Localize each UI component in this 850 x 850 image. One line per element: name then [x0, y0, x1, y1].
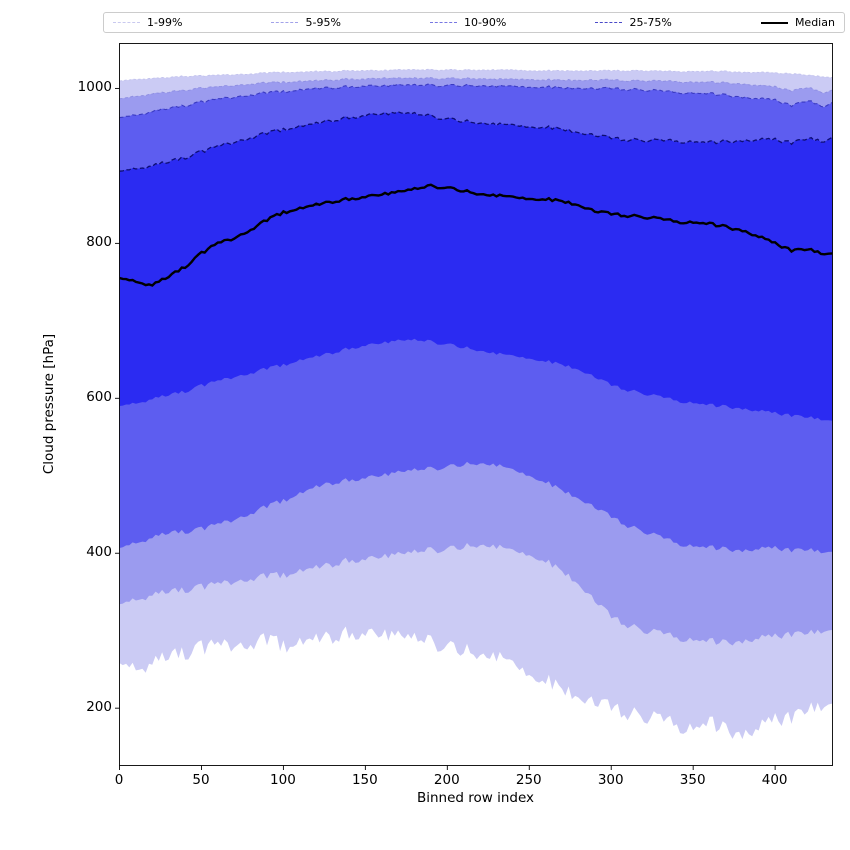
dashed-line-icon — [113, 22, 140, 23]
x-tick-label: 300 — [597, 772, 624, 788]
legend-label: Median — [794, 16, 835, 29]
legend-item-1-99%: 1-99% — [113, 17, 182, 28]
percentile-edge-10-90% — [119, 83, 833, 119]
x-tick-label: 350 — [679, 772, 706, 788]
legend-label: 5-95% — [305, 16, 341, 29]
x-tick-label: 200 — [433, 772, 460, 788]
x-tick-label: 400 — [761, 772, 788, 788]
percentile-edge-5-95% — [119, 77, 833, 100]
legend: 1-99% 5-95% 10-90% 25-75% Median — [103, 12, 845, 33]
x-tick-label: 250 — [515, 772, 542, 788]
y-tick-label: 400 — [86, 543, 112, 560]
legend-label: 1-99% — [147, 16, 183, 29]
legend-item-25-75%: 25-75% — [595, 16, 672, 29]
y-tick-label: 800 — [86, 233, 112, 250]
x-tick-label: 0 — [114, 772, 124, 788]
legend-label: 10-90% — [463, 16, 507, 29]
dashed-line-icon — [595, 22, 623, 23]
y-tick-label: 1000 — [77, 78, 112, 95]
median-line — [119, 183, 833, 287]
legend-label: 25-75% — [629, 16, 672, 29]
y-tick-label: 200 — [86, 698, 112, 715]
x-tick-label: 50 — [192, 772, 210, 788]
axes-frame — [119, 43, 833, 766]
dashed-line-icon — [429, 22, 457, 23]
dashed-line-icon — [271, 22, 299, 23]
x-tick-label: 100 — [270, 772, 296, 788]
legend-item-10-90%: 10-90% — [429, 16, 507, 29]
band-25-75% — [119, 111, 833, 421]
percentile-edge-1-99% — [119, 68, 833, 82]
y-tick-label: 600 — [86, 388, 112, 405]
legend-item-5-95%: 5-95% — [271, 16, 341, 29]
median-line-icon — [760, 21, 788, 24]
x-tick-label: 150 — [351, 772, 378, 788]
legend-item-Median: Median — [760, 16, 835, 29]
x-axis-title: Binned row index — [416, 790, 535, 806]
